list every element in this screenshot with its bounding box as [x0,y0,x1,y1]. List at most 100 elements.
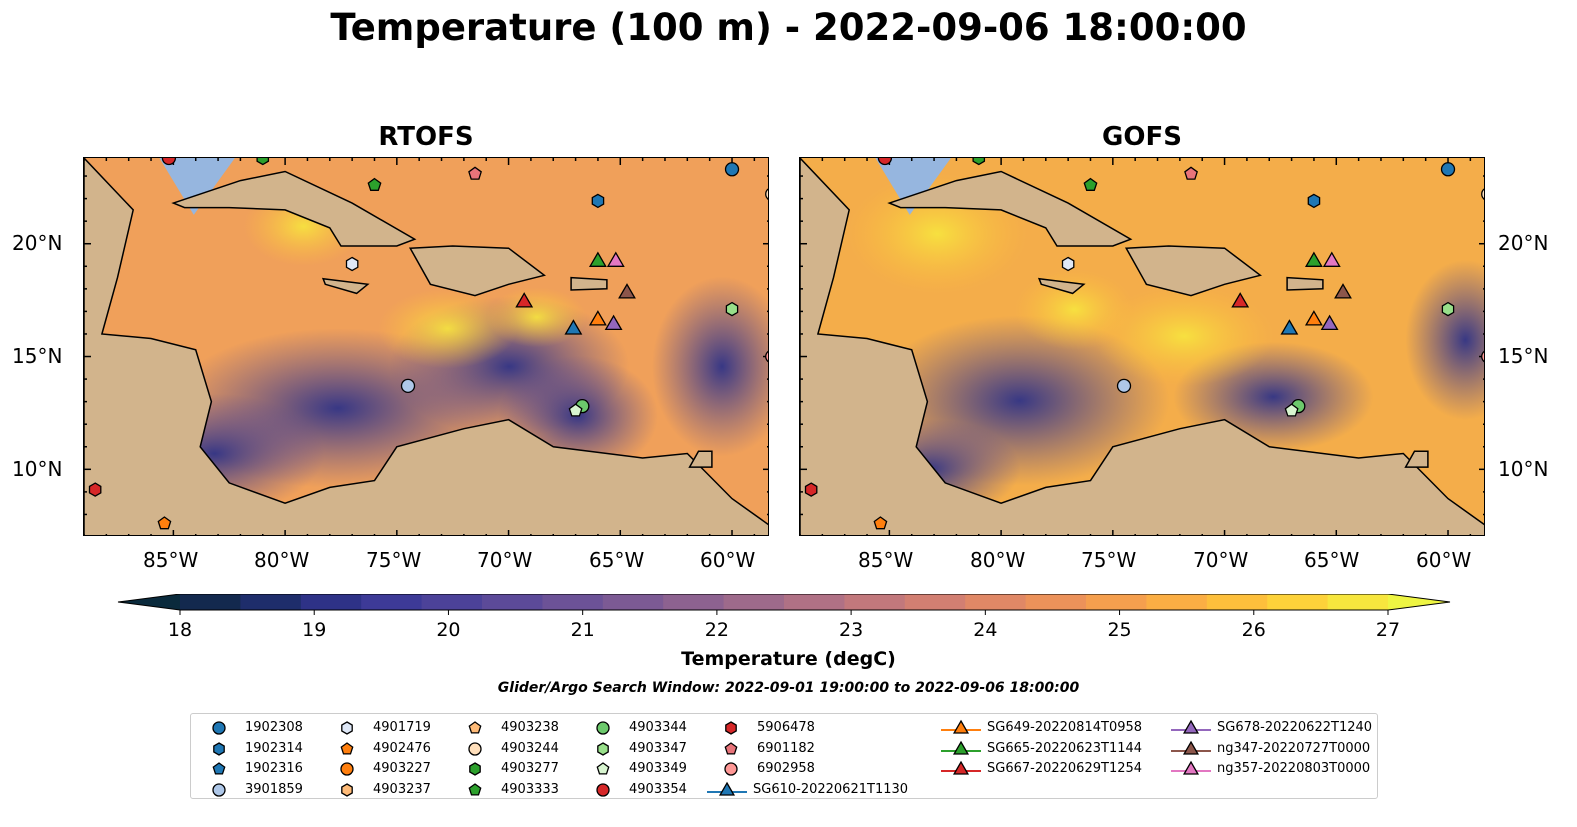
obs-4903354 [161,158,177,166]
obs-4902476 [157,516,172,530]
colorbar-segment [904,594,966,610]
lat-tick-20n-right: 20°N [1498,231,1549,255]
legend-label: 4903344 [629,720,687,735]
land-mass [84,158,768,535]
colorbar-segment [421,594,483,610]
obs-SG665-20220623T1144 [588,251,607,267]
map-gofs [799,157,1485,536]
obs-SG678-20220622T1240 [1320,314,1339,331]
obs-SG665-20220623T1144 [1304,251,1323,267]
land-mass [1037,277,1086,295]
colorbar-segment [723,594,785,610]
legend-marker [597,741,609,756]
lat-tick-15n-right: 15°N [1498,344,1549,368]
colorbar-segment [482,594,543,610]
colorbar-segment [602,594,664,610]
colorbar-segment [542,594,604,610]
legend-label: 4903354 [629,781,687,797]
obs-1902308 [1440,162,1456,177]
legend-label: SG678-20220622T1240 [1217,720,1373,735]
legend-marker [724,762,738,776]
legend-label: 4903244 [501,740,559,756]
legend-label: 6902958 [757,761,815,776]
obs-4903347 [725,301,739,317]
obs-4903244 [1481,188,1484,200]
obs-3901859 [1116,378,1132,394]
colorbar-tick-label: 25 [1107,619,1132,641]
obs-SG678-20220622T1240 [604,314,623,331]
legend-marker [468,741,482,756]
lon-tick-85w-right: 85°W [858,548,914,572]
warm-anomaly [486,287,587,348]
legend-label: 6901182 [757,740,815,756]
lon-tick-80w-right: 80°W [970,548,1026,572]
colorbar-segment [1206,594,1268,610]
legend-marker [596,782,610,797]
legend-marker [1182,760,1200,775]
lat-tick-10n-left: 10°N [12,457,63,481]
colorbar-tick-label: 20 [436,619,461,641]
legend-marker [468,721,482,734]
legend-label: 4903333 [501,781,559,797]
obs-5906478 [804,482,818,497]
colorbar-tick-label: 26 [1241,619,1266,641]
legend-marker [341,721,353,735]
warm-anomaly [377,288,518,369]
colorbar-tick-label: 24 [973,619,998,641]
shelf-water [875,158,951,215]
land-mass [688,450,713,468]
obs-4903347 [1441,301,1455,317]
lon-tick-65w-right: 65°W [1304,548,1360,572]
legend-marker [212,762,226,775]
colorbar-tick-label: 23 [839,619,864,641]
colorbar-tick-label: 19 [302,619,327,641]
lon-tick-70w-left: 70°W [477,548,533,572]
legend-marker [340,741,354,755]
obs-SG610-20220621T1130 [564,319,583,335]
warm-anomaly [1014,269,1135,350]
obs-6901182 [1184,166,1198,180]
obs-4903333 [367,177,382,191]
legend-label: SG610-20220621T1130 [753,781,909,797]
legend-label: 4902476 [373,740,431,756]
legend-label: 4903349 [629,761,687,776]
land-mass [1124,245,1262,297]
legend-label: 4901719 [373,720,431,735]
obs-4903277 [972,158,986,166]
obs-4902476 [873,516,888,530]
legend-marker [725,721,737,735]
legend-label: 4903237 [373,781,431,797]
colorbar-tick-label: 22 [704,619,729,641]
land-mass [570,276,608,291]
legend-marker [596,762,610,775]
obs-SG610-20220621T1130 [1280,319,1299,335]
legend-label: SG649-20220814T0958 [987,720,1143,735]
legend-label: SG667-20220629T1254 [987,761,1143,776]
legend-label: 1902316 [245,761,303,776]
obs-ng357-20220803T0000 [606,251,625,267]
land-mass [1404,450,1429,468]
legend-label: 5906478 [757,720,815,735]
obs-5906478 [88,482,102,497]
legend-label: 3901859 [245,781,303,797]
legend-label: 4903347 [629,740,687,756]
lat-tick-10n-right: 10°N [1498,457,1549,481]
legend-label: ng347-20220727T0000 [1217,740,1371,756]
obs-1902308 [724,162,740,177]
obs-1902314 [1307,193,1321,209]
land-mass [887,170,1133,247]
obs-SG667-20220629T1254 [515,292,534,308]
lon-tick-75w-right: 75°W [1081,548,1137,572]
legend-marker [952,740,970,755]
colorbar-tick-label: 21 [570,619,595,641]
land-mass [800,158,1484,535]
obs-SG649-20220814T0958 [1304,310,1323,326]
legend-marker [724,741,738,755]
figure-title: Temperature (100 m) - 2022-09-06 18:00:0… [330,6,1247,49]
lon-tick-60w-right: 60°W [1416,548,1472,572]
legend-marker [212,721,226,735]
panel-title-gofs: GOFS [1102,122,1182,152]
colorbar-max-extend [1388,594,1450,610]
colorbar-segment [844,594,906,610]
obs-4901719 [1061,256,1075,272]
